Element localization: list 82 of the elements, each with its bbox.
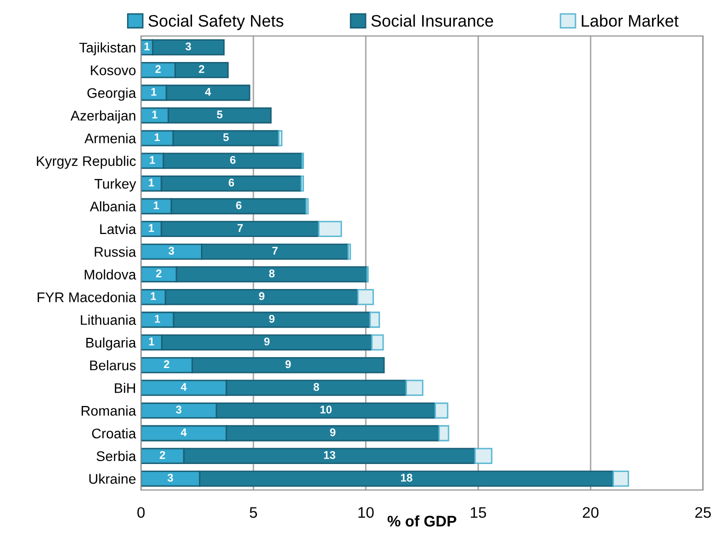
data-label: 3	[168, 474, 174, 482]
data-label: 9	[285, 360, 291, 368]
data-label: 1	[154, 201, 159, 210]
data-label: 2	[155, 65, 161, 73]
data-label: 3	[176, 406, 182, 414]
bar	[369, 312, 380, 328]
y-tick-label: Russia	[94, 246, 136, 257]
data-label: 18	[401, 474, 412, 482]
y-tick-label: Armenia	[84, 133, 136, 144]
data-label: 1	[148, 178, 154, 186]
data-label: 8	[269, 269, 275, 278]
data-label: 4	[205, 88, 212, 96]
y-tick-label: Albania	[90, 201, 136, 212]
x-tick-label: 10	[358, 507, 374, 518]
bar	[371, 334, 384, 351]
data-label: 2	[164, 360, 170, 368]
data-label: 3	[185, 42, 192, 50]
y-tick-label: FYR Macedonia	[38, 292, 136, 302]
bar	[278, 130, 282, 146]
x-axis-title: % of GDP	[388, 515, 456, 527]
y-tick-label: Croatia	[92, 428, 136, 438]
y-tick-label: Ukraine	[89, 474, 136, 484]
data-label: 2	[198, 65, 204, 73]
data-label: 1	[154, 314, 160, 323]
y-tick-label: Turkey	[94, 178, 136, 192]
y-tick-label: Belarus	[90, 360, 136, 370]
data-label: 9	[269, 314, 275, 323]
data-label: 13	[324, 451, 336, 459]
bar	[348, 244, 351, 260]
bar	[474, 448, 492, 464]
y-tick-label: Kosovo	[90, 66, 136, 76]
data-label: 1	[154, 133, 160, 142]
data-label: 4	[180, 428, 187, 436]
bar	[300, 175, 304, 192]
data-label: 3	[168, 246, 174, 255]
x-tick-label: 25	[695, 507, 711, 518]
data-label: 1	[152, 110, 158, 118]
x-tick-label: 15	[470, 507, 486, 518]
data-label: 1	[148, 224, 154, 232]
data-label: 6	[228, 178, 234, 187]
data-label: 6	[230, 156, 236, 164]
bar	[612, 470, 630, 487]
data-label: 9	[259, 292, 264, 300]
y-tick-label: Latvia	[100, 224, 136, 234]
data-label: 2	[160, 451, 166, 459]
x-tick-label: 0	[137, 507, 145, 518]
y-tick-label: Lithuania	[80, 314, 136, 325]
data-label: 6	[236, 201, 242, 210]
y-tick-label: Kyrgyz Republic	[36, 156, 136, 169]
data-label: 7	[272, 246, 278, 255]
legend-label: Social Insurance	[371, 14, 494, 27]
y-tick-label: Romania	[82, 406, 136, 416]
legend-label: Social Safety Nets	[148, 14, 284, 30]
data-label: 1	[150, 292, 156, 300]
x-tick-label: 20	[582, 507, 598, 518]
y-tick-label: Georgia	[87, 88, 136, 101]
x-tick-label: 5	[250, 507, 258, 518]
data-label: 9	[330, 428, 336, 436]
data-label: 7	[238, 224, 243, 232]
data-label: 4	[180, 383, 187, 391]
data-label: 1	[150, 156, 156, 164]
y-tick-label: Serbia	[96, 450, 136, 462]
y-tick-label: Bulgaria	[86, 337, 136, 350]
y-tick-label: BiH	[114, 382, 136, 393]
y-tick-label: Azerbaijan	[70, 110, 136, 124]
data-label: 8	[314, 382, 320, 391]
data-label: 1	[149, 338, 154, 346]
data-label: 2	[156, 269, 162, 278]
bar	[406, 380, 424, 396]
data-label: 10	[320, 406, 332, 414]
data-label: 5	[223, 133, 229, 142]
y-tick-label: Moldova	[84, 269, 136, 280]
legend-label: Labor Market	[582, 14, 679, 27]
bar	[357, 288, 374, 306]
data-label: 1	[144, 42, 150, 50]
data-label: 1	[151, 88, 156, 96]
bar	[434, 402, 448, 419]
y-tick-label: Tajikistan	[79, 42, 136, 56]
bar	[438, 425, 450, 442]
bar	[318, 220, 342, 238]
data-label: 5	[216, 110, 222, 118]
data-label: 9	[264, 338, 270, 346]
